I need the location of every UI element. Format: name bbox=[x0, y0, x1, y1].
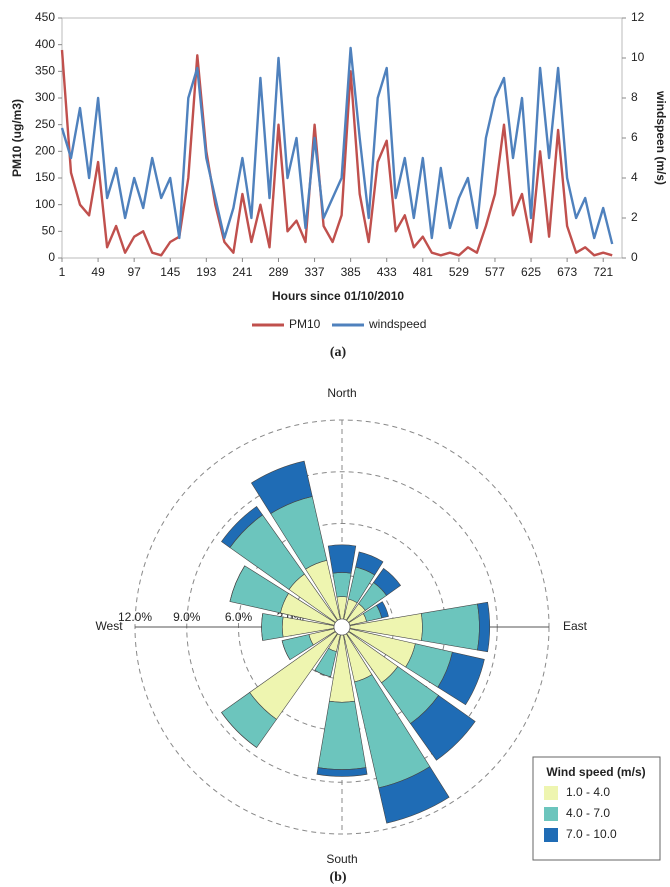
rose-segment bbox=[261, 613, 284, 641]
legend-swatch bbox=[544, 828, 558, 842]
y-tick-label: 300 bbox=[35, 90, 55, 104]
y2-tick-label: 2 bbox=[631, 210, 638, 224]
x-tick-label: 433 bbox=[377, 265, 397, 279]
x-tick-label: 337 bbox=[305, 265, 325, 279]
y-tick-label: 350 bbox=[35, 64, 55, 78]
rose-segment bbox=[314, 670, 331, 678]
x-tick-label: 289 bbox=[268, 265, 288, 279]
x-tick-label: 577 bbox=[485, 265, 505, 279]
x-tick-label: 385 bbox=[341, 265, 361, 279]
y-tick-label: 150 bbox=[35, 170, 55, 184]
y-tick-label: 100 bbox=[35, 197, 55, 211]
legend-swatch bbox=[544, 786, 558, 800]
legend-label: 1.0 - 4.0 bbox=[566, 785, 610, 799]
rose-segment bbox=[332, 572, 352, 598]
y-tick-label: 450 bbox=[35, 10, 55, 24]
y-axis-title: PM10 (ug/m3) bbox=[10, 99, 24, 177]
rose-segment bbox=[281, 640, 291, 660]
rose-segment bbox=[437, 651, 485, 706]
direction-label: South bbox=[326, 852, 357, 866]
r-tick-label: 9.0% bbox=[173, 610, 201, 624]
x-tick-label: 193 bbox=[196, 265, 216, 279]
x-tick-label: 49 bbox=[91, 265, 105, 279]
caption: (b) bbox=[329, 870, 346, 885]
rose-segment bbox=[261, 613, 263, 641]
rose-segment bbox=[317, 700, 367, 770]
y-tick-label: 50 bbox=[42, 224, 56, 238]
r-tick-label: 12.0% bbox=[118, 610, 152, 624]
direction-label: North bbox=[327, 386, 356, 400]
x-tick-label: 1 bbox=[59, 265, 66, 279]
plot-frame bbox=[61, 17, 623, 259]
y2-tick-label: 10 bbox=[631, 50, 645, 64]
legend-label: windspeed bbox=[368, 317, 426, 331]
rose-segment bbox=[250, 460, 313, 515]
y-tick-label: 400 bbox=[35, 37, 55, 51]
y2-tick-label: 0 bbox=[631, 250, 638, 264]
x-axis-title: Hours since 01/10/2010 bbox=[272, 289, 404, 303]
rose-segment bbox=[221, 712, 257, 748]
x-tick-label: 241 bbox=[232, 265, 252, 279]
x-tick-label: 673 bbox=[557, 265, 577, 279]
y2-axis-title: windspeen (m/s) bbox=[654, 90, 668, 185]
y2-tick-label: 12 bbox=[631, 10, 645, 24]
direction-label: West bbox=[95, 619, 123, 633]
y2-tick-label: 8 bbox=[631, 90, 638, 104]
x-tick-label: 481 bbox=[413, 265, 433, 279]
x-tick-label: 529 bbox=[449, 265, 469, 279]
caption: (a) bbox=[330, 345, 347, 360]
legend-label: PM10 bbox=[289, 317, 321, 331]
y2-tick-label: 4 bbox=[631, 170, 638, 184]
rose-segment bbox=[327, 544, 357, 574]
rose-segment bbox=[420, 603, 480, 651]
y-tick-label: 0 bbox=[48, 250, 55, 264]
center bbox=[333, 618, 351, 636]
x-tick-label: 721 bbox=[593, 265, 613, 279]
rose-segment bbox=[221, 506, 263, 548]
legend-title: Wind speed (m/s) bbox=[546, 765, 645, 779]
r-tick-label: 6.0% bbox=[225, 610, 253, 624]
data-line bbox=[60, 49, 613, 257]
data-line bbox=[60, 46, 614, 245]
rose-segment bbox=[477, 601, 490, 653]
rose-segment bbox=[378, 766, 450, 824]
legend-label: 7.0 - 10.0 bbox=[566, 827, 617, 841]
legend-label: 4.0 - 7.0 bbox=[566, 806, 610, 820]
rose-segment bbox=[316, 767, 368, 777]
legend-swatch bbox=[544, 807, 558, 821]
y-tick-label: 250 bbox=[35, 117, 55, 131]
rose-segment bbox=[355, 551, 384, 576]
direction-label: East bbox=[563, 619, 588, 633]
x-tick-label: 145 bbox=[160, 265, 180, 279]
y2-tick-label: 6 bbox=[631, 130, 638, 144]
rose-segment bbox=[376, 601, 389, 619]
rose-segment bbox=[410, 695, 476, 761]
x-tick-label: 625 bbox=[521, 265, 541, 279]
y-tick-label: 200 bbox=[35, 144, 55, 158]
rose-segment bbox=[373, 567, 402, 596]
x-tick-label: 97 bbox=[127, 265, 141, 279]
